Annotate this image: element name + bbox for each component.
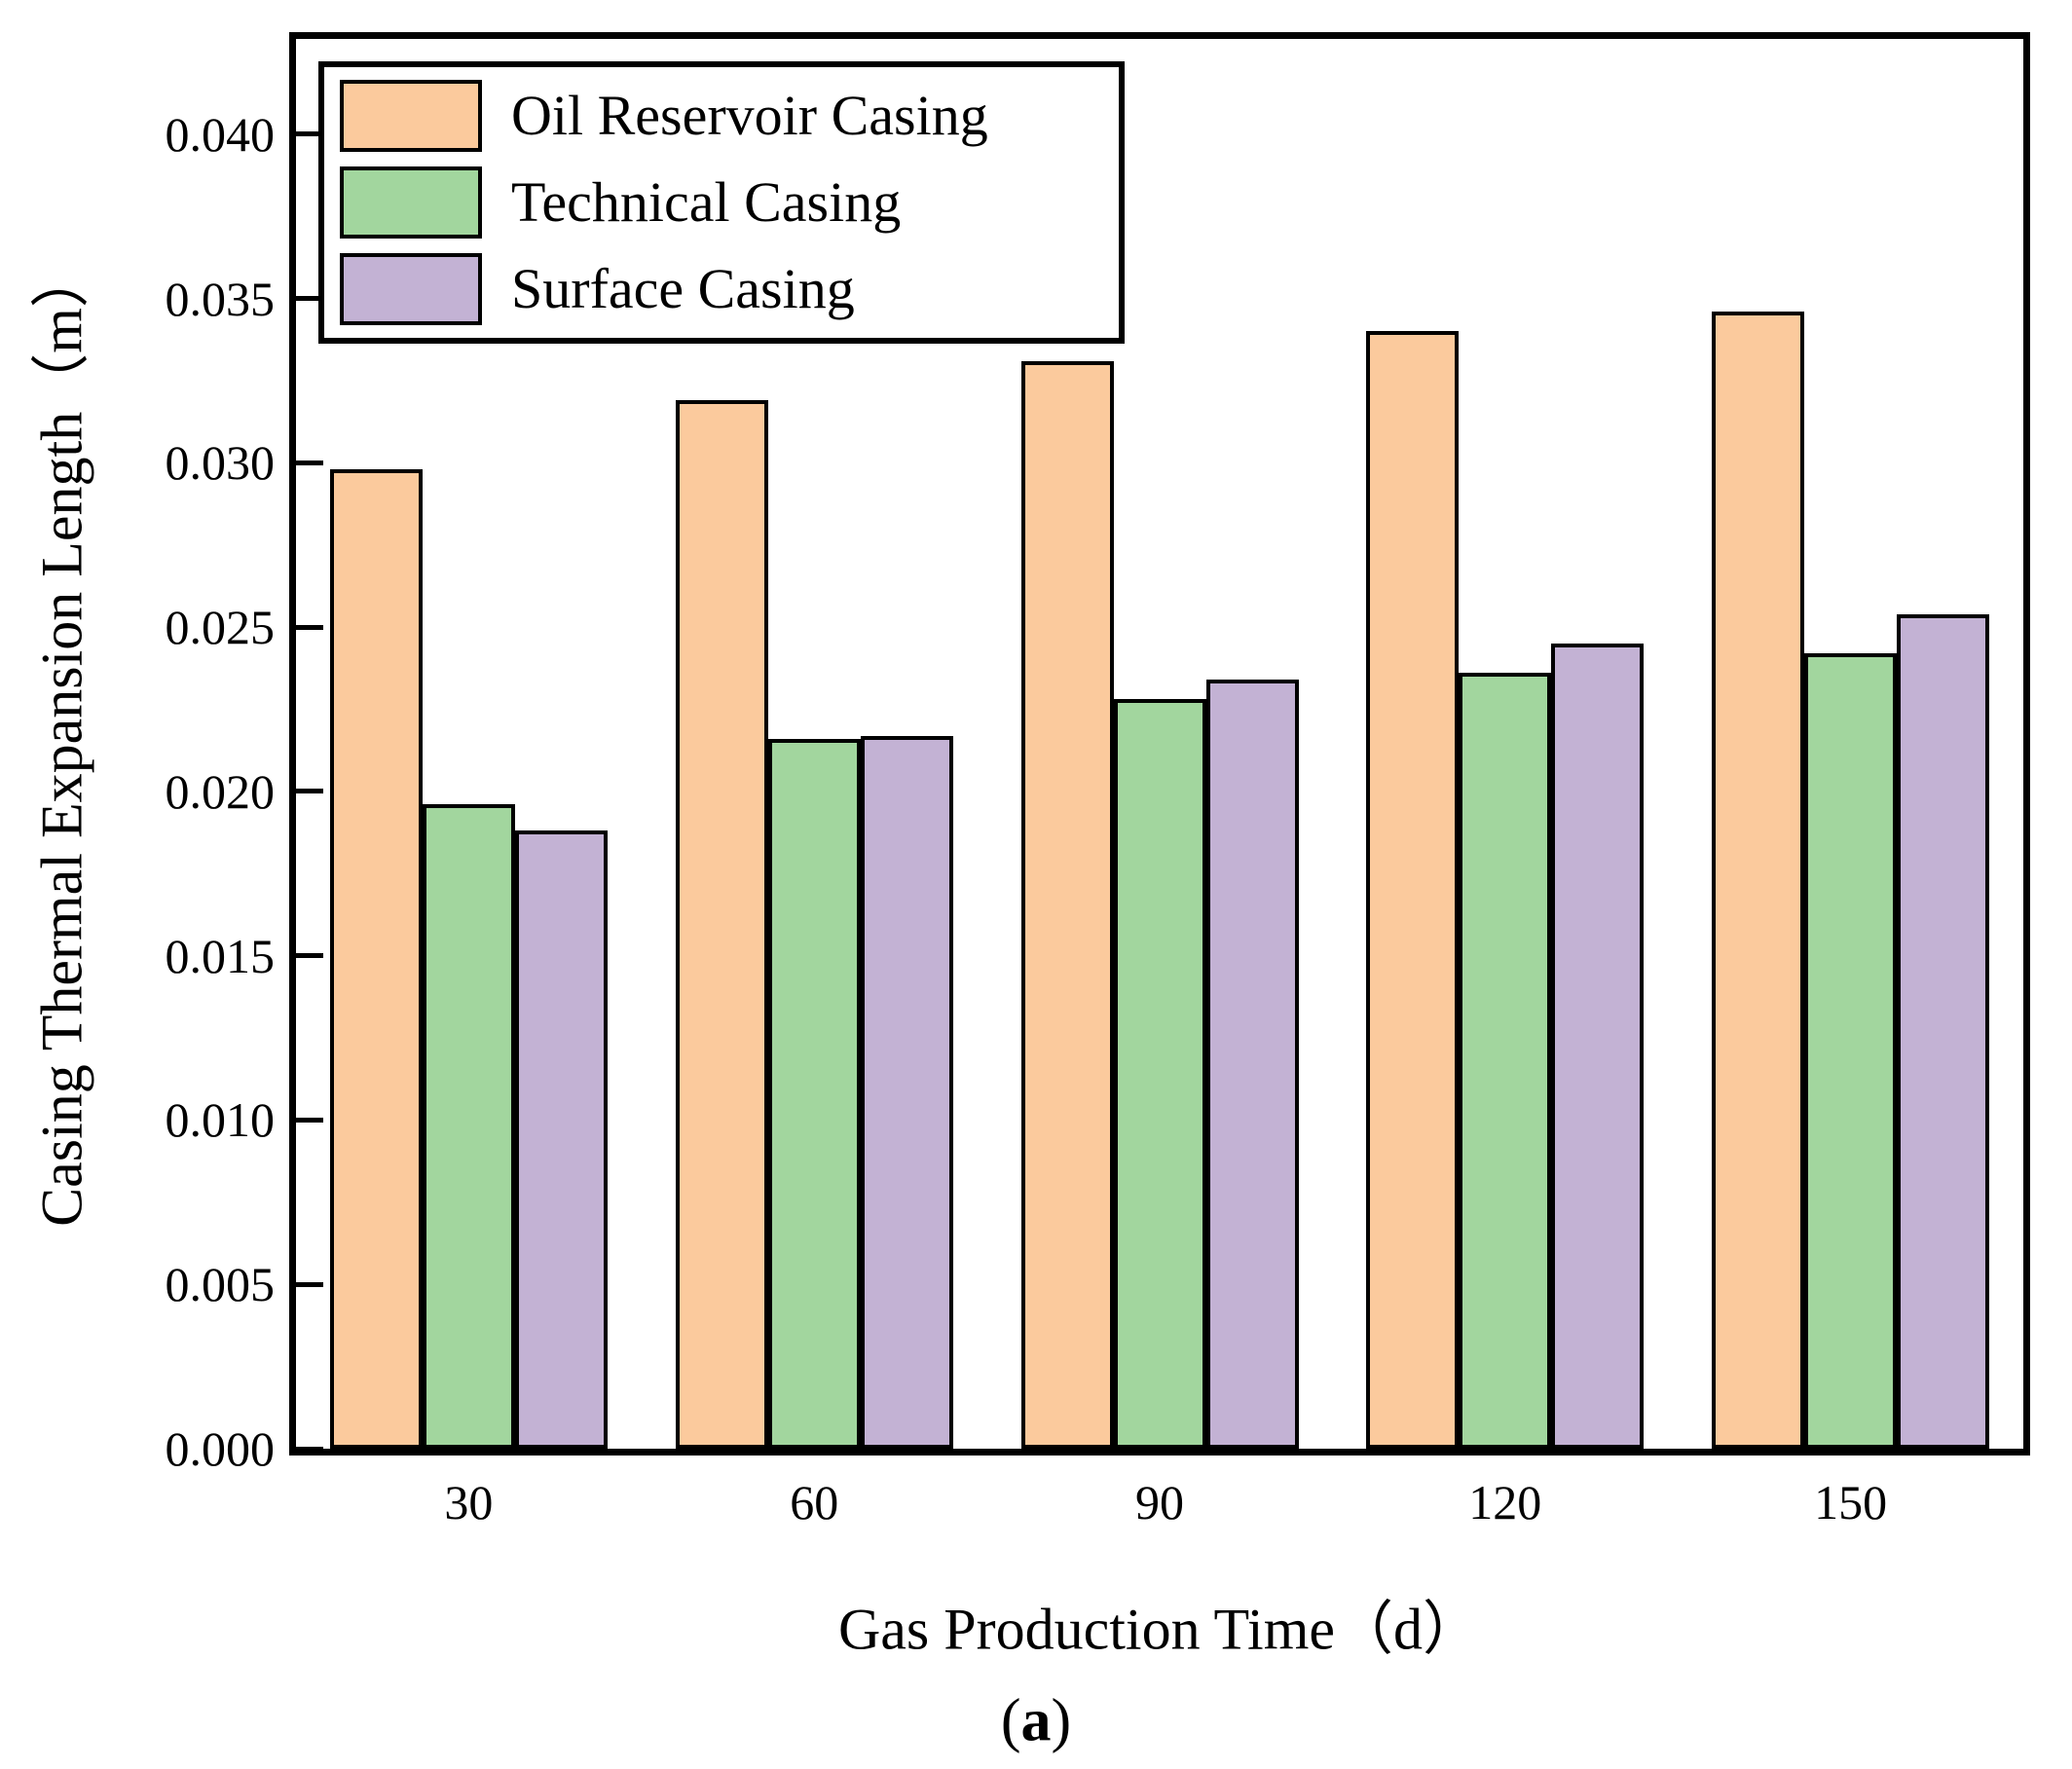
bar-oil-reservoir-casing-30: [329, 469, 423, 1449]
y-tick-mark: [296, 1117, 323, 1123]
x-tick-label: 150: [1814, 1475, 1888, 1529]
bar-technical-casing-90: [1113, 699, 1206, 1449]
figure-caption: (a): [1001, 1687, 1071, 1756]
caption-letter: a: [1020, 1687, 1052, 1754]
y-tick-label: 0.020: [165, 763, 276, 819]
y-tick-mark: [296, 460, 323, 465]
legend-swatch-technical-casing: [340, 166, 482, 239]
bar-technical-casing-150: [1804, 653, 1898, 1449]
bar-oil-reservoir-casing-60: [675, 400, 768, 1449]
y-tick-mark: [296, 1281, 323, 1287]
bar-surface-casing-60: [860, 735, 953, 1449]
y-tick-mark: [296, 296, 323, 302]
legend-swatch-surface-casing: [340, 253, 482, 325]
bar-technical-casing-60: [767, 738, 861, 1449]
caption-close-paren: ): [1051, 1687, 1072, 1754]
legend-label: Surface Casing: [511, 257, 855, 320]
caption-open-paren: (: [1000, 1687, 1021, 1754]
bar-technical-casing-120: [1459, 673, 1552, 1449]
legend-item: Technical Casing: [340, 166, 1109, 240]
bar-surface-casing-120: [1551, 644, 1645, 1449]
y-tick-label: 0.005: [165, 1257, 276, 1312]
bar-oil-reservoir-casing-90: [1020, 360, 1114, 1449]
bar-technical-casing-30: [422, 804, 515, 1449]
y-tick-label: 0.030: [165, 435, 276, 491]
x-tick-label: 60: [790, 1475, 839, 1529]
y-tick-mark: [296, 131, 323, 137]
legend-label: Oil Reservoir Casing: [511, 84, 988, 147]
x-tick-label: 90: [1135, 1475, 1184, 1529]
bar-surface-casing-90: [1205, 680, 1299, 1449]
y-tick-label: 0.015: [165, 928, 276, 983]
y-tick-label: 0.040: [165, 106, 276, 162]
bar-surface-casing-150: [1897, 613, 1990, 1449]
y-tick-mark: [296, 953, 323, 959]
bar-oil-reservoir-casing-120: [1366, 331, 1460, 1449]
bar-oil-reservoir-casing-150: [1712, 312, 1805, 1449]
legend-item: Oil Reservoir Casing: [340, 79, 1109, 153]
y-tick-mark: [296, 624, 323, 630]
y-tick-mark: [296, 1446, 323, 1452]
bar-surface-casing-30: [514, 830, 608, 1449]
legend-item: Surface Casing: [340, 252, 1109, 326]
y-tick-label: 0.035: [165, 271, 276, 326]
x-axis-title: Gas Production Time（d）: [837, 1597, 1482, 1662]
y-tick-mark: [296, 789, 323, 794]
plot-inner: [296, 39, 2023, 1452]
legend: Oil Reservoir Casing Technical Casing Su…: [318, 61, 1125, 344]
y-tick-label: 0.025: [165, 600, 276, 655]
y-tick-label: 0.010: [165, 1092, 276, 1148]
x-tick-label: 120: [1468, 1475, 1542, 1529]
y-axis-title: Casing Thermal Expansion Length（m）: [29, 249, 94, 1227]
legend-label: Technical Casing: [511, 170, 902, 234]
x-tick-label: 30: [444, 1475, 494, 1529]
legend-swatch-oil-reservoir-casing: [340, 80, 482, 152]
y-tick-label: 0.000: [165, 1421, 276, 1476]
